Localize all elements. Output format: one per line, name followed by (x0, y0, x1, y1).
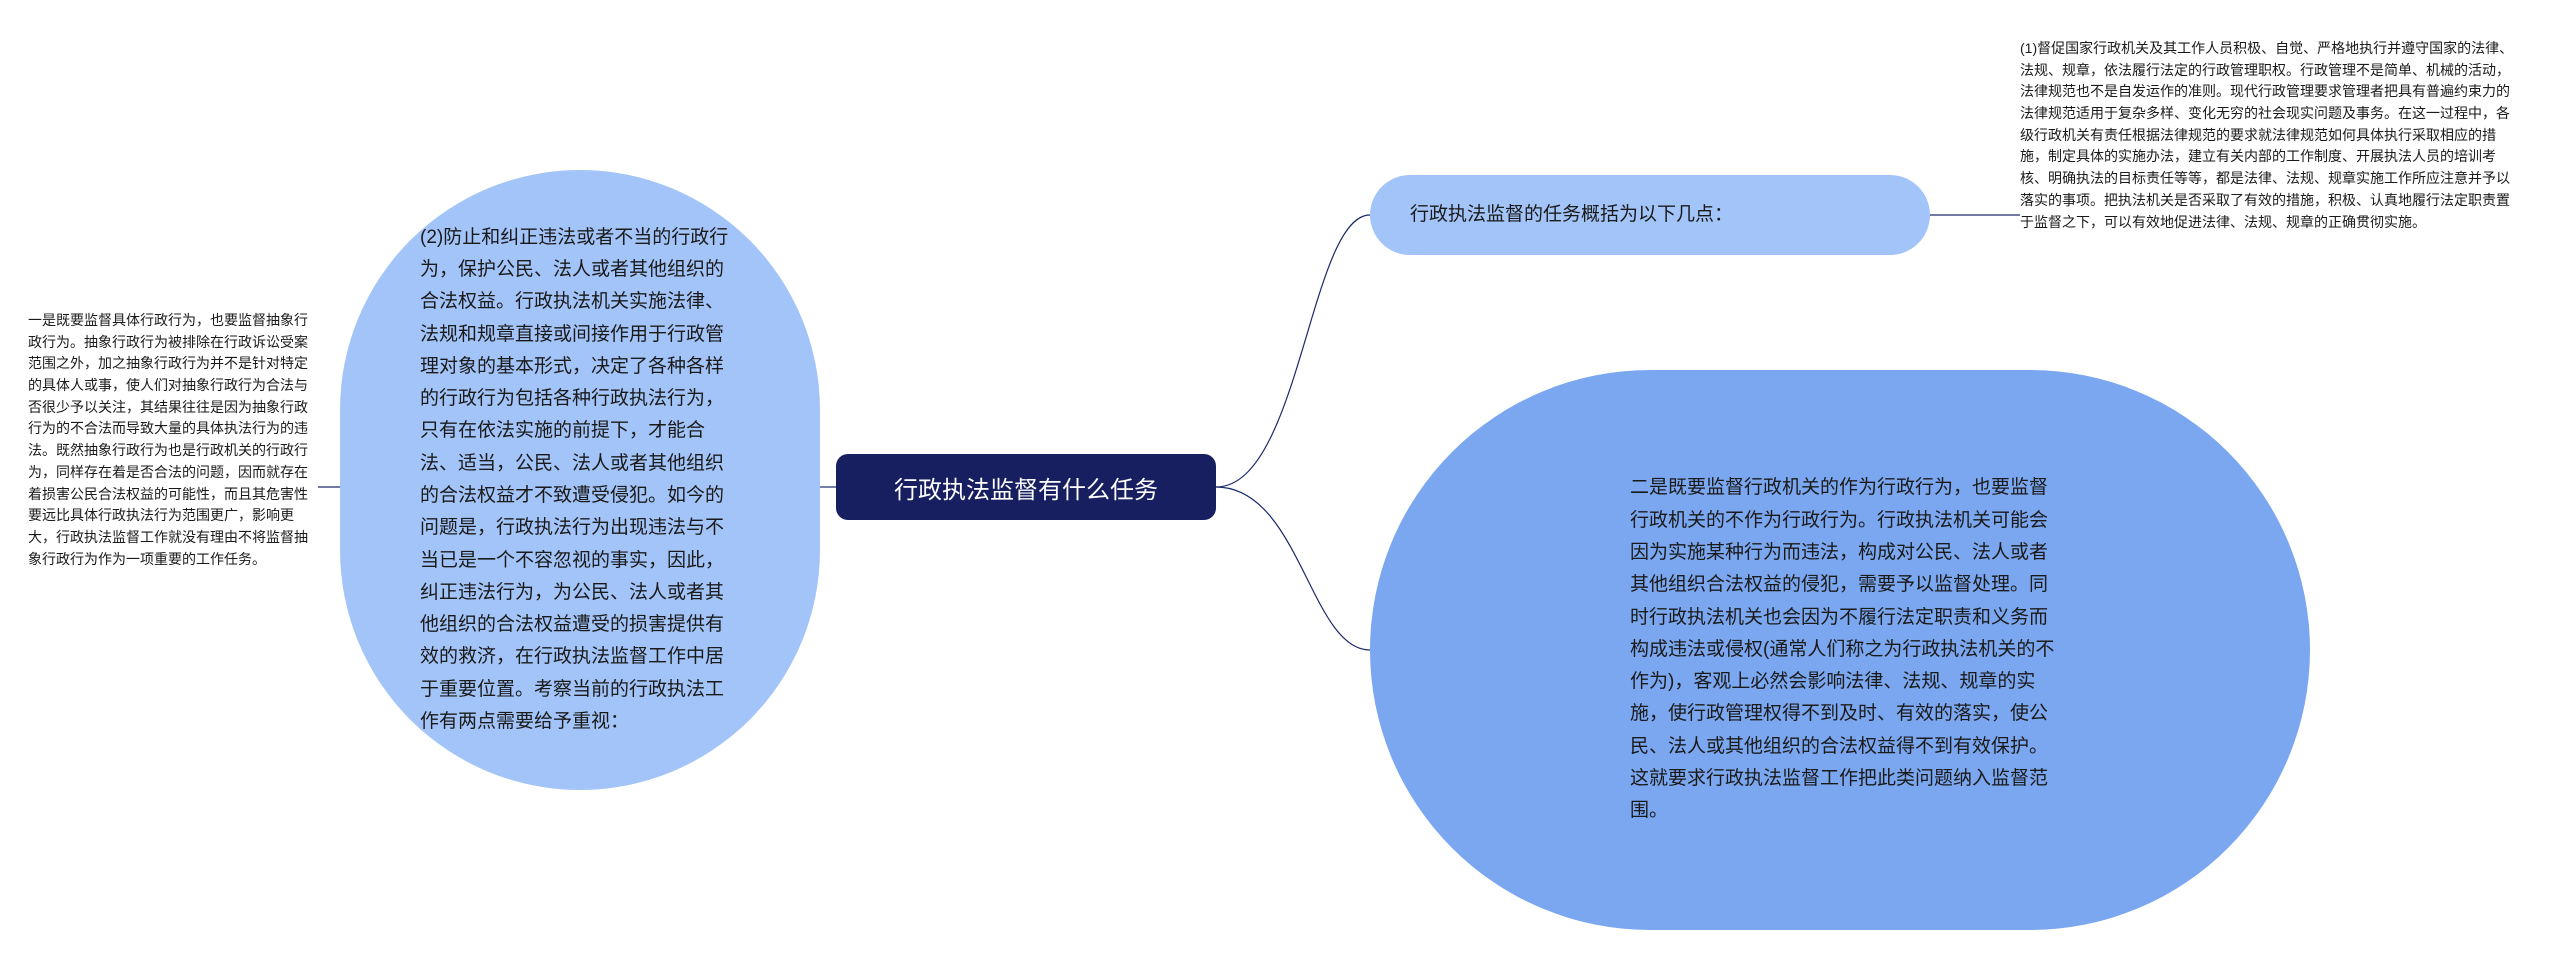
right-summary-detail-text: (1)督促国家行政机关及其工作人员积极、自觉、严格地执行并遵守国家的法律、法规、… (2020, 38, 2520, 233)
right-summary-label: 行政执法监督的任务概括为以下几点： (1410, 199, 1890, 231)
right-summary-detail: (1)督促国家行政机关及其工作人员积极、自觉、严格地执行并遵守国家的法律、法规、… (2020, 38, 2520, 233)
left-plain-node: 一是既要监督具体行政行为，也要监督抽象行政行为。抽象行政行为被排除在行政诉讼受案… (28, 310, 318, 570)
root-node[interactable]: 行政执法监督有什么任务 (836, 454, 1216, 520)
edge (1216, 487, 1370, 650)
left-bubble-text: (2)防止和纠正违法或者不当的行政行为，保护公民、法人或者其他组织的合法权益。行… (420, 222, 740, 739)
left-bubble-node[interactable]: (2)防止和纠正违法或者不当的行政行为，保护公民、法人或者其他组织的合法权益。行… (340, 170, 820, 790)
left-plain-text: 一是既要监督具体行政行为，也要监督抽象行政行为。抽象行政行为被排除在行政诉讼受案… (28, 310, 318, 570)
right-detail-2-text: 二是既要监督行政机关的作为行政行为，也要监督行政机关的不作为行政行为。行政执法机… (1630, 472, 2060, 827)
right-detail-2-node[interactable]: 二是既要监督行政机关的作为行政行为，也要监督行政机关的不作为行政行为。行政执法机… (1370, 370, 2310, 930)
right-summary-node[interactable]: 行政执法监督的任务概括为以下几点： (1370, 175, 1930, 255)
root-label: 行政执法监督有什么任务 (894, 470, 1158, 505)
edge (1216, 215, 1370, 487)
